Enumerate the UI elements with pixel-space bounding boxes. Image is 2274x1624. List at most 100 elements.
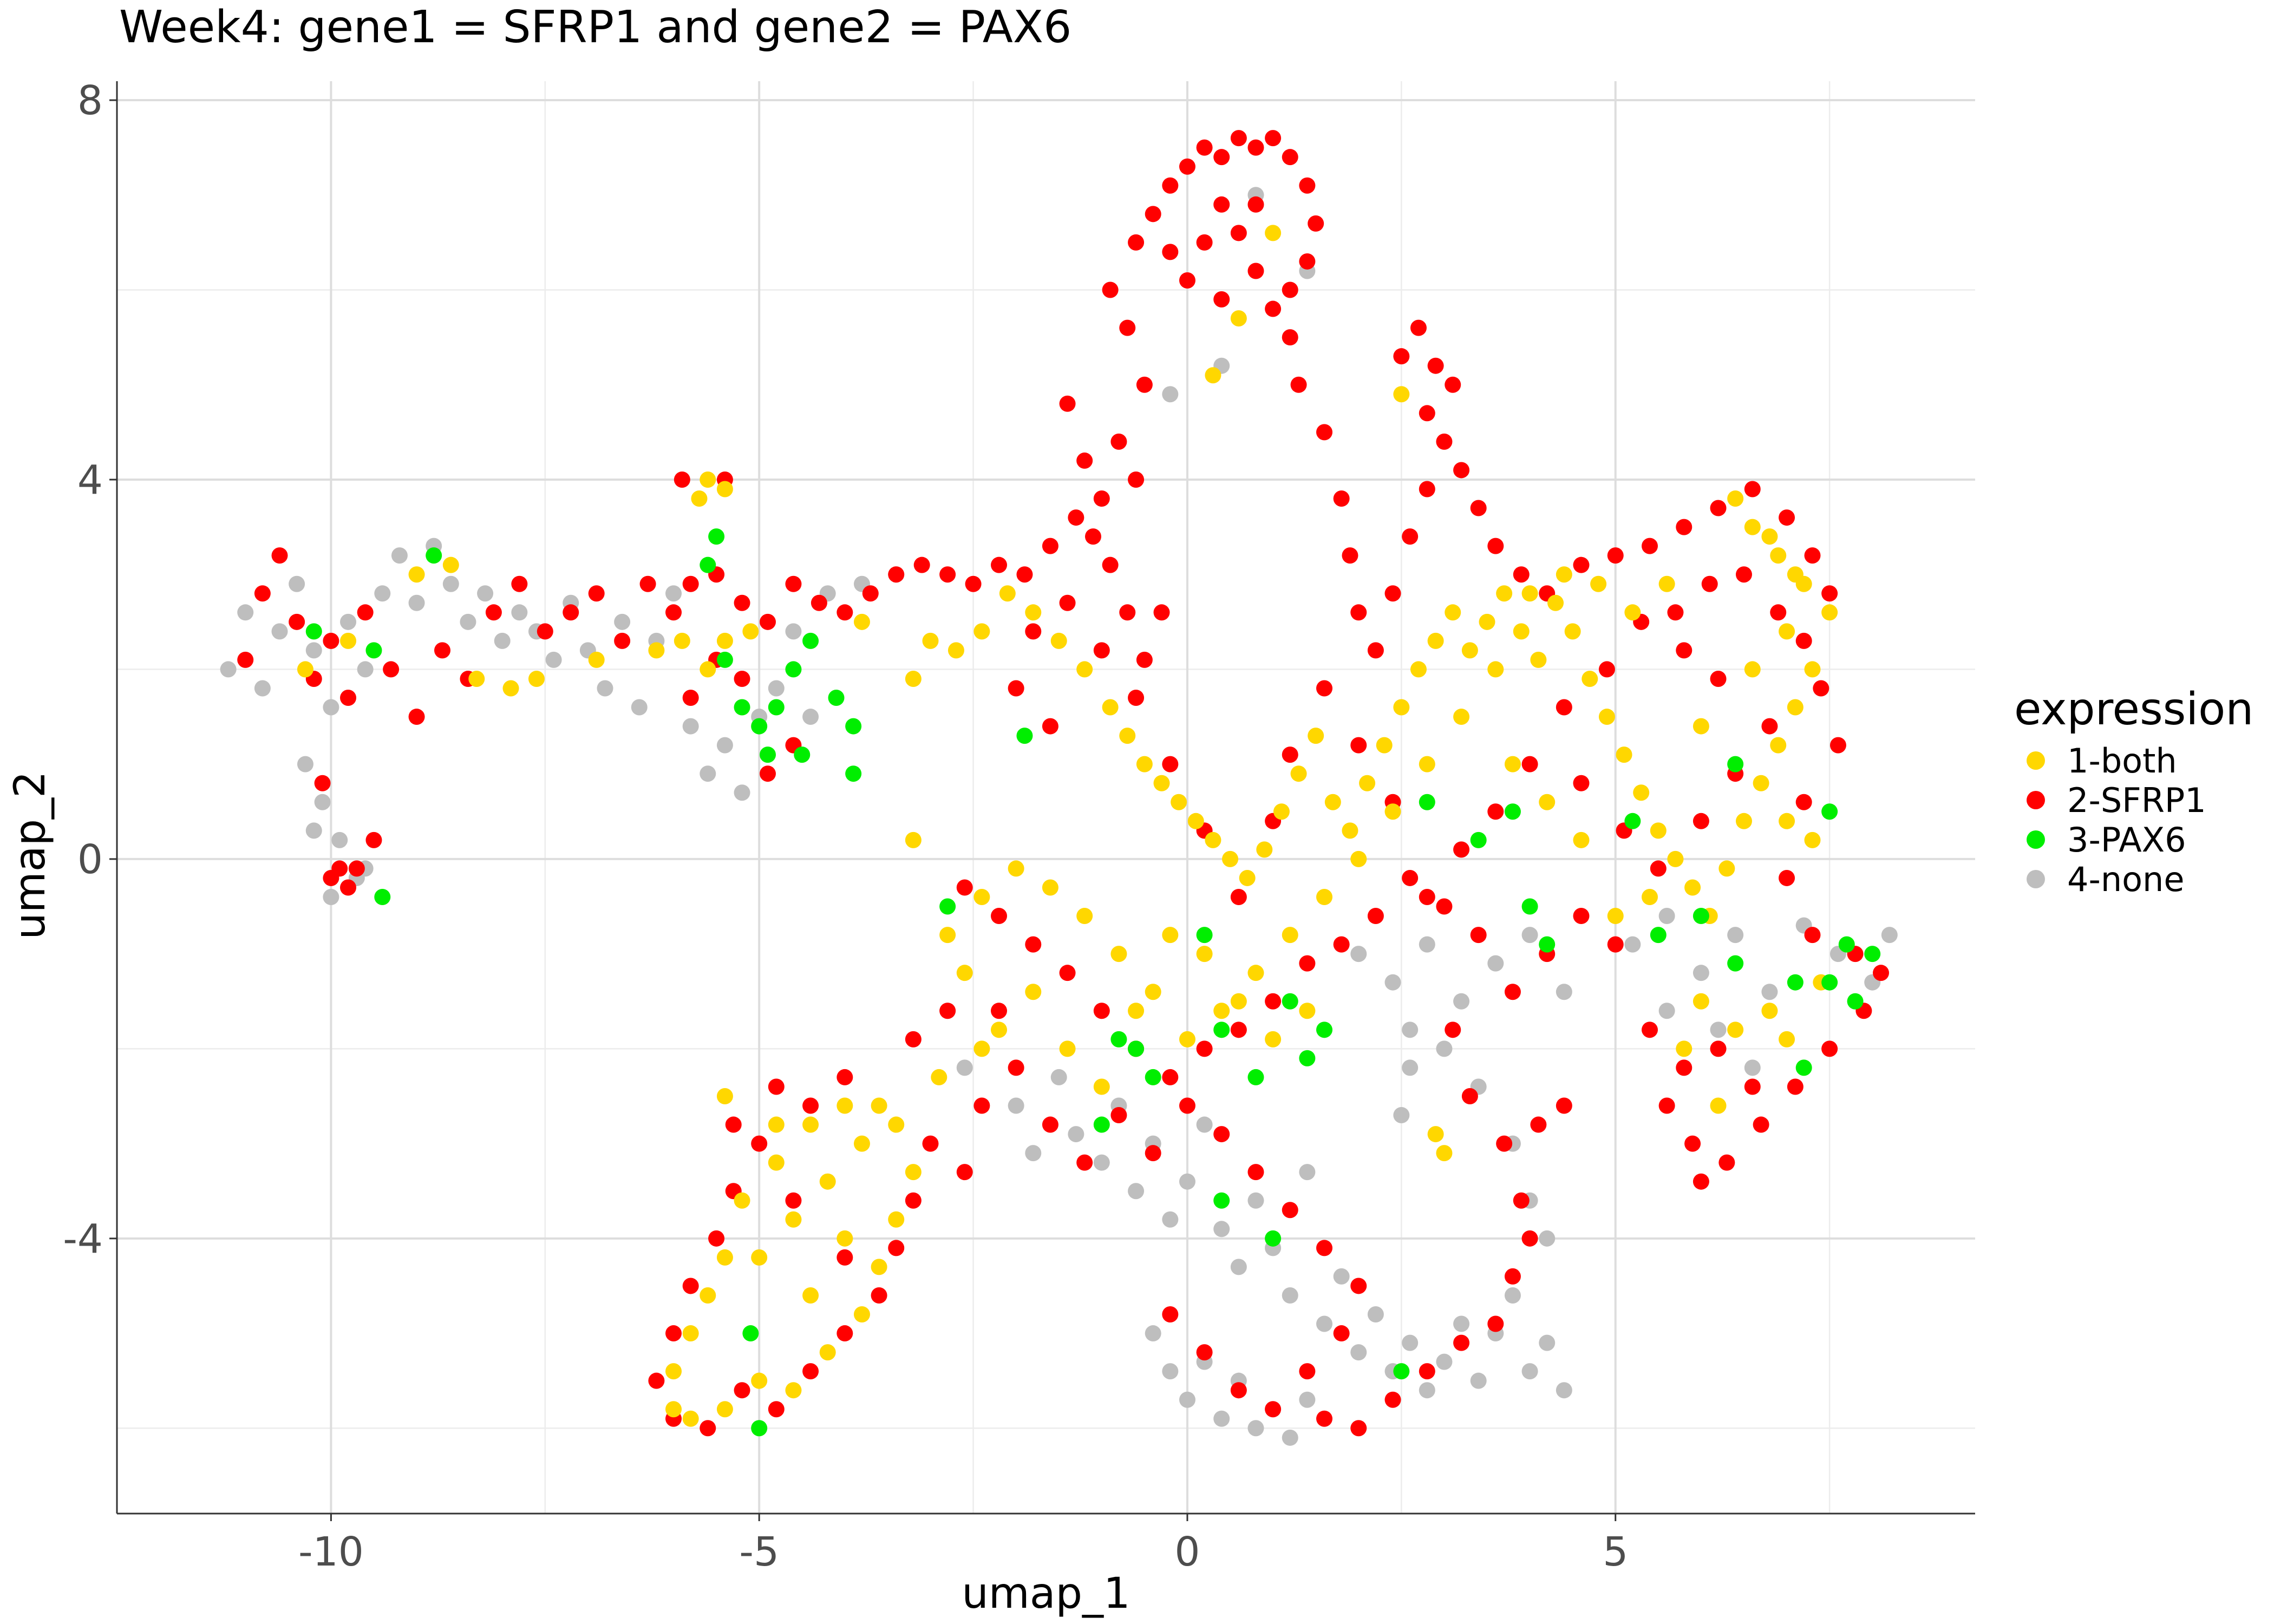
data-point [1795, 1059, 1812, 1076]
data-point [563, 604, 579, 621]
data-point [1787, 566, 1803, 583]
legend-entry: 1-both [2027, 741, 2177, 781]
data-point [802, 1363, 819, 1380]
data-point [528, 670, 545, 687]
data-point [1821, 585, 1838, 602]
data-point [271, 623, 288, 640]
data-point [871, 1097, 887, 1114]
data-point [1787, 974, 1803, 991]
series-2-SFRP1 [237, 130, 1890, 1437]
data-point [1196, 1344, 1213, 1361]
data-point [1556, 1097, 1572, 1114]
data-point [725, 1116, 742, 1133]
data-point [922, 1135, 939, 1152]
data-point [1693, 965, 1709, 981]
data-point [768, 680, 785, 697]
data-point [1247, 1192, 1264, 1209]
data-point [1864, 946, 1881, 962]
data-point [1453, 1315, 1470, 1332]
data-point [956, 965, 973, 981]
data-point [1521, 1230, 1538, 1247]
y-axis-ticks: -4 0 4 8 [63, 77, 117, 1262]
data-point [1196, 1116, 1213, 1133]
data-point [1402, 1059, 1419, 1076]
data-point [956, 1059, 973, 1076]
data-point [939, 898, 956, 915]
data-point [734, 1192, 750, 1209]
data-point [408, 709, 425, 725]
data-point [1693, 1173, 1709, 1190]
data-point [1299, 955, 1316, 972]
data-point [1068, 1126, 1084, 1143]
data-point [1068, 509, 1084, 526]
data-point [1573, 831, 1590, 848]
data-point [1008, 860, 1024, 877]
data-point [1393, 1363, 1410, 1380]
data-point [1633, 784, 1650, 801]
data-point [802, 1097, 819, 1114]
data-point [999, 585, 1016, 602]
data-point [700, 1287, 716, 1304]
series-4-none [220, 187, 1898, 1446]
data-point [700, 765, 716, 782]
data-point [1779, 509, 1795, 526]
data-point [1727, 490, 1744, 507]
data-point [1804, 927, 1821, 944]
data-point [1556, 1382, 1572, 1399]
data-point [973, 1040, 990, 1057]
chart-title: Week4: gene1 = SFRP1 and gene2 = PAX6 [119, 2, 1071, 53]
data-point [1299, 1363, 1316, 1380]
data-point [365, 642, 382, 659]
data-point [759, 765, 776, 782]
data-point [1230, 1382, 1247, 1399]
data-point [837, 1069, 853, 1085]
data-point [391, 547, 408, 564]
data-point [1556, 984, 1572, 1000]
data-point [1710, 500, 1727, 516]
data-point [751, 1372, 768, 1389]
data-point [1530, 1116, 1547, 1133]
gridlines [116, 81, 1975, 1514]
data-point [1419, 794, 1435, 810]
data-point [1102, 556, 1119, 573]
data-point [1504, 756, 1521, 772]
data-point [1076, 661, 1093, 678]
data-point [1402, 528, 1419, 545]
data-point [1128, 234, 1145, 251]
data-point [1556, 699, 1572, 716]
data-point [1282, 1202, 1298, 1219]
x-axis-title: umap_1 [962, 1569, 1130, 1618]
data-point [734, 699, 750, 716]
data-point [716, 1401, 733, 1418]
data-point [1461, 1088, 1478, 1104]
data-point [1273, 803, 1290, 820]
data-point [1624, 936, 1641, 953]
data-point [1393, 386, 1410, 403]
data-point [1376, 737, 1393, 754]
data-point [1779, 1031, 1795, 1047]
data-point [716, 481, 733, 497]
data-point [1744, 1078, 1761, 1095]
data-point [1393, 1107, 1410, 1124]
data-point [1153, 775, 1170, 791]
data-point [323, 699, 339, 716]
data-point [1196, 946, 1213, 962]
data-point [1470, 1372, 1487, 1389]
data-point [1556, 566, 1572, 583]
data-point [1316, 424, 1333, 441]
data-point [1564, 623, 1581, 640]
data-point [1367, 1306, 1384, 1323]
data-point [1008, 680, 1024, 697]
data-point [1299, 253, 1316, 270]
data-point [682, 690, 699, 706]
data-point [1642, 888, 1658, 905]
data-point [1402, 1021, 1419, 1038]
data-point [837, 1249, 853, 1266]
data-point [1735, 566, 1752, 583]
data-point [1230, 130, 1247, 147]
data-point [348, 860, 365, 877]
data-point [991, 1003, 1008, 1019]
data-point [1093, 490, 1110, 507]
data-point [1350, 604, 1367, 621]
